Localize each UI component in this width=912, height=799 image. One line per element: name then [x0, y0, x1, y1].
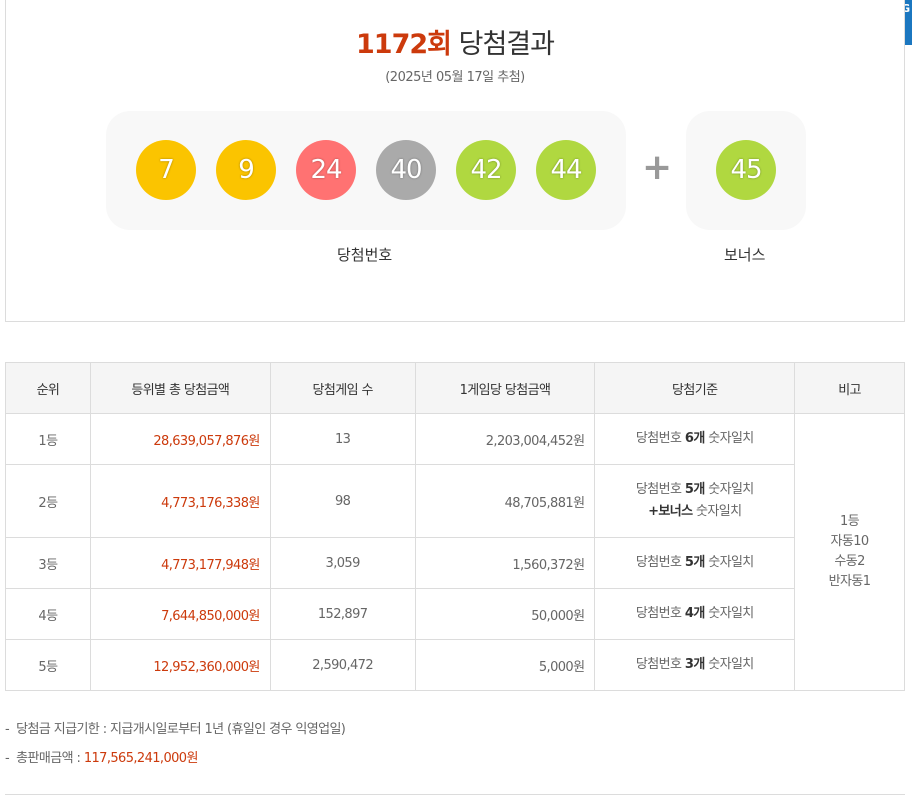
table-row: 5등 12,952,360,000원 2,590,472 5,000원 당첨번호… — [5, 639, 905, 691]
bullet-dash: - — [5, 722, 17, 737]
prize-per-game-cell: 5,000원 — [414, 639, 596, 691]
header-prize-per-game: 1게임당 당첨금액 — [414, 362, 596, 414]
criteria-count: 6개 — [684, 431, 705, 446]
rank-cell: 3등 — [5, 537, 91, 589]
header-note: 비고 — [794, 362, 905, 414]
prize-per-game-cell: 2,203,004,452원 — [414, 413, 596, 465]
winner-count-cell: 152,897 — [269, 588, 416, 640]
bonus-ball: 45 — [716, 140, 776, 200]
table-row: 4등 7,644,850,000원 152,897 50,000원 당첨번호 4… — [5, 588, 905, 640]
criteria-text: 숫자일치 — [704, 606, 754, 621]
criteria-cell: 당첨번호 5개 숫자일치 — [594, 537, 796, 589]
winning-numbers-label: 당첨번호 — [337, 246, 393, 264]
note-line: 반자동1 — [828, 574, 871, 589]
criteria-text: 숫자일치 — [704, 555, 754, 570]
winner-count-cell: 98 — [269, 464, 416, 538]
total-prize-cell: 4,773,176,338원 — [89, 464, 271, 538]
number-ball: 9 — [216, 140, 276, 200]
number-ball: 24 — [296, 140, 356, 200]
criteria-text: 숫자일치 — [704, 431, 754, 446]
criteria-text: 숫자일치 — [692, 504, 742, 519]
table-row: 3등 4,773,177,948원 3,059 1,560,372원 당첨번호 … — [5, 537, 905, 589]
number-ball: 44 — [536, 140, 596, 200]
bonus-label: 보너스 — [724, 246, 766, 264]
note-cell: 1등 자동10 수동2 반자동1 — [794, 413, 905, 691]
criteria-count: 4개 — [684, 606, 705, 621]
table-row: 1등 28,639,057,876원 13 2,203,004,452원 당첨번… — [5, 413, 905, 691]
criteria-text: 숫자일치 — [704, 482, 754, 497]
divider — [5, 794, 905, 795]
winner-count-cell: 2,590,472 — [269, 639, 416, 691]
criteria-count: 5개 — [684, 482, 705, 497]
total-prize-cell: 4,773,177,948원 — [89, 537, 271, 589]
total-prize-cell: 7,644,850,000원 — [89, 588, 271, 640]
header-criteria: 당첨기준 — [594, 362, 796, 414]
header-rank: 순위 — [5, 362, 91, 414]
criteria-cell: 당첨번호 6개 숫자일치 — [594, 413, 796, 465]
criteria-text: 당첨번호 — [635, 657, 685, 672]
criteria-cell: 당첨번호 4개 숫자일치 — [594, 588, 796, 640]
rank-cell: 4등 — [5, 588, 91, 640]
criteria-count: 5개 — [684, 555, 705, 570]
prize-per-game-cell: 1,560,372원 — [414, 537, 596, 589]
header-total-prize: 등위별 총 당첨금액 — [89, 362, 271, 414]
total-prize-cell: 12,952,360,000원 — [89, 639, 271, 691]
criteria-text: 당첨번호 — [635, 431, 685, 446]
note-line: 자동10 — [830, 534, 870, 549]
criteria-bonus: +보너스 — [648, 504, 693, 519]
criteria-cell: 당첨번호 3개 숫자일치 — [594, 639, 796, 691]
winner-count-cell: 3,059 — [269, 537, 416, 589]
total-prize-cell: 28,639,057,876원 — [89, 413, 271, 465]
title-text: 당첨결과 — [458, 29, 555, 60]
draw-date: (2025년 05월 17일 추첨) — [385, 70, 525, 85]
total-sales-label: 총판매금액 : — [16, 751, 84, 766]
winner-count-cell: 13 — [269, 413, 416, 465]
criteria-text: 당첨번호 — [635, 606, 685, 621]
bonus-number-panel: 45 — [686, 111, 806, 230]
bullet-dash: - — [5, 751, 17, 766]
round-number: 1172회 — [356, 29, 452, 60]
page-title: 1172회 당첨결과 — [6, 22, 904, 61]
table-header-row: 순위 등위별 총 당첨금액 당첨게임 수 1게임당 당첨금액 당첨기준 비고 — [5, 362, 905, 414]
prize-per-game-cell: 48,705,881원 — [414, 464, 596, 538]
criteria-count: 3개 — [684, 657, 705, 672]
payment-deadline-text: 당첨금 지급기한 : 지급개시일로부터 1년 (휴일인 경우 익영업일) — [16, 722, 346, 737]
criteria-text: 당첨번호 — [635, 555, 685, 570]
winning-numbers-panel: 7 9 24 40 42 44 — [106, 111, 626, 230]
table-row: 2등 4,773,176,338원 98 48,705,881원 당첨번호 5개… — [5, 464, 905, 538]
note-line: 수동2 — [834, 554, 865, 569]
header-winner-count: 당첨게임 수 — [269, 362, 416, 414]
rank-cell: 2등 — [5, 464, 91, 538]
criteria-text: 숫자일치 — [704, 657, 754, 672]
number-ball: 40 — [376, 140, 436, 200]
rank-cell: 5등 — [5, 639, 91, 691]
total-sales-info: - 총판매금액 : 117,565,241,000원 — [5, 747, 198, 766]
criteria-text: 당첨번호 — [635, 482, 685, 497]
plus-icon: + — [642, 147, 673, 188]
number-ball: 42 — [456, 140, 516, 200]
rank-cell: 1등 — [5, 413, 91, 465]
prize-table: 순위 등위별 총 당첨금액 당첨게임 수 1게임당 당첨금액 당첨기준 비고 1… — [5, 362, 905, 691]
note-line: 1등 — [840, 514, 860, 529]
prize-per-game-cell: 50,000원 — [414, 588, 596, 640]
draw-result-box: 1172회 당첨결과 (2025년 05월 17일 추첨) 7 9 24 40 … — [5, 0, 905, 322]
payment-deadline-info: - 당첨금 지급기한 : 지급개시일로부터 1년 (휴일인 경우 익영업일) — [5, 718, 346, 737]
criteria-cell: 당첨번호 5개 숫자일치 +보너스 숫자일치 — [594, 464, 796, 538]
total-sales-value: 117,565,241,000원 — [83, 751, 199, 766]
number-ball: 7 — [136, 140, 196, 200]
